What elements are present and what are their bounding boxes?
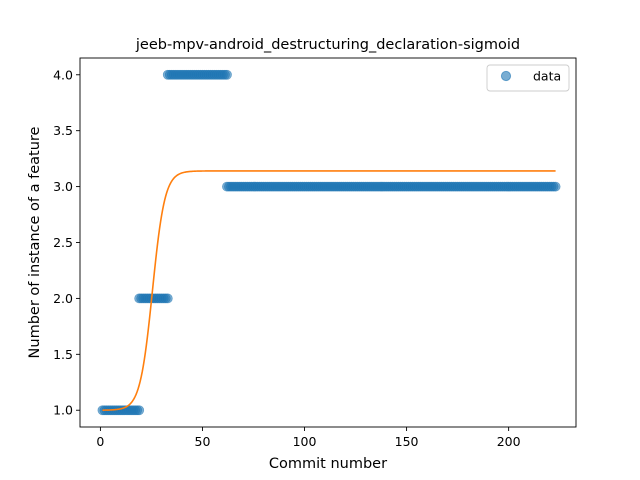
data-point [222,69,232,80]
y-tick-label: 2.0 [53,291,73,306]
data-point [550,181,561,192]
plot-area [97,69,561,416]
legend-label: data [533,69,561,84]
data-point [134,405,145,416]
x-tick-label: 100 [293,434,317,449]
y-tick-label: 1.5 [53,347,73,362]
x-tick-label: 0 [96,434,104,449]
legend-marker [500,70,512,82]
y-tick-label: 3.0 [53,179,73,194]
y-axis-label: Number of instance of a feature [27,126,43,358]
chart-title: jeeb-mpv-android_destructuring_declarati… [135,37,520,53]
y-tick-label: 2.5 [53,235,73,250]
y-tick-label: 1.0 [53,403,73,418]
y-tick-label: 4.0 [53,67,73,82]
data-point [162,293,173,304]
axis-ticks: 0 50 100 150 200 1.0 1.5 2.0 2.5 3.0 3.5 4.0 [53,67,521,449]
fit-line [102,170,556,411]
x-axis-label: Commit number [269,456,387,472]
x-tick-label: 200 [497,434,521,449]
x-tick-label: 150 [395,434,419,449]
legend: data [486,64,570,92]
x-tick-label: 50 [195,434,211,449]
y-tick-label: 3.5 [53,123,73,138]
